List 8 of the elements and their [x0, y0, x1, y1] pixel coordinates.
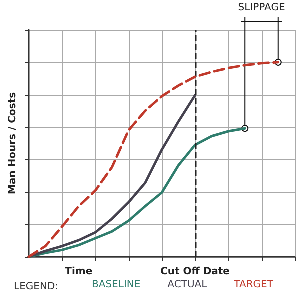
text: TARGET [233, 280, 274, 290]
legend-title: LEGEND: [14, 282, 59, 292]
y-axis-title: Man Hours / Costs [8, 92, 18, 195]
x-tick-label: Time [65, 266, 93, 278]
text: SLIPPAGE [238, 2, 286, 14]
text: BASELINE [92, 280, 141, 290]
text: ACTUAL [168, 280, 208, 290]
x-tick-label: Cut Off Date [160, 266, 230, 278]
